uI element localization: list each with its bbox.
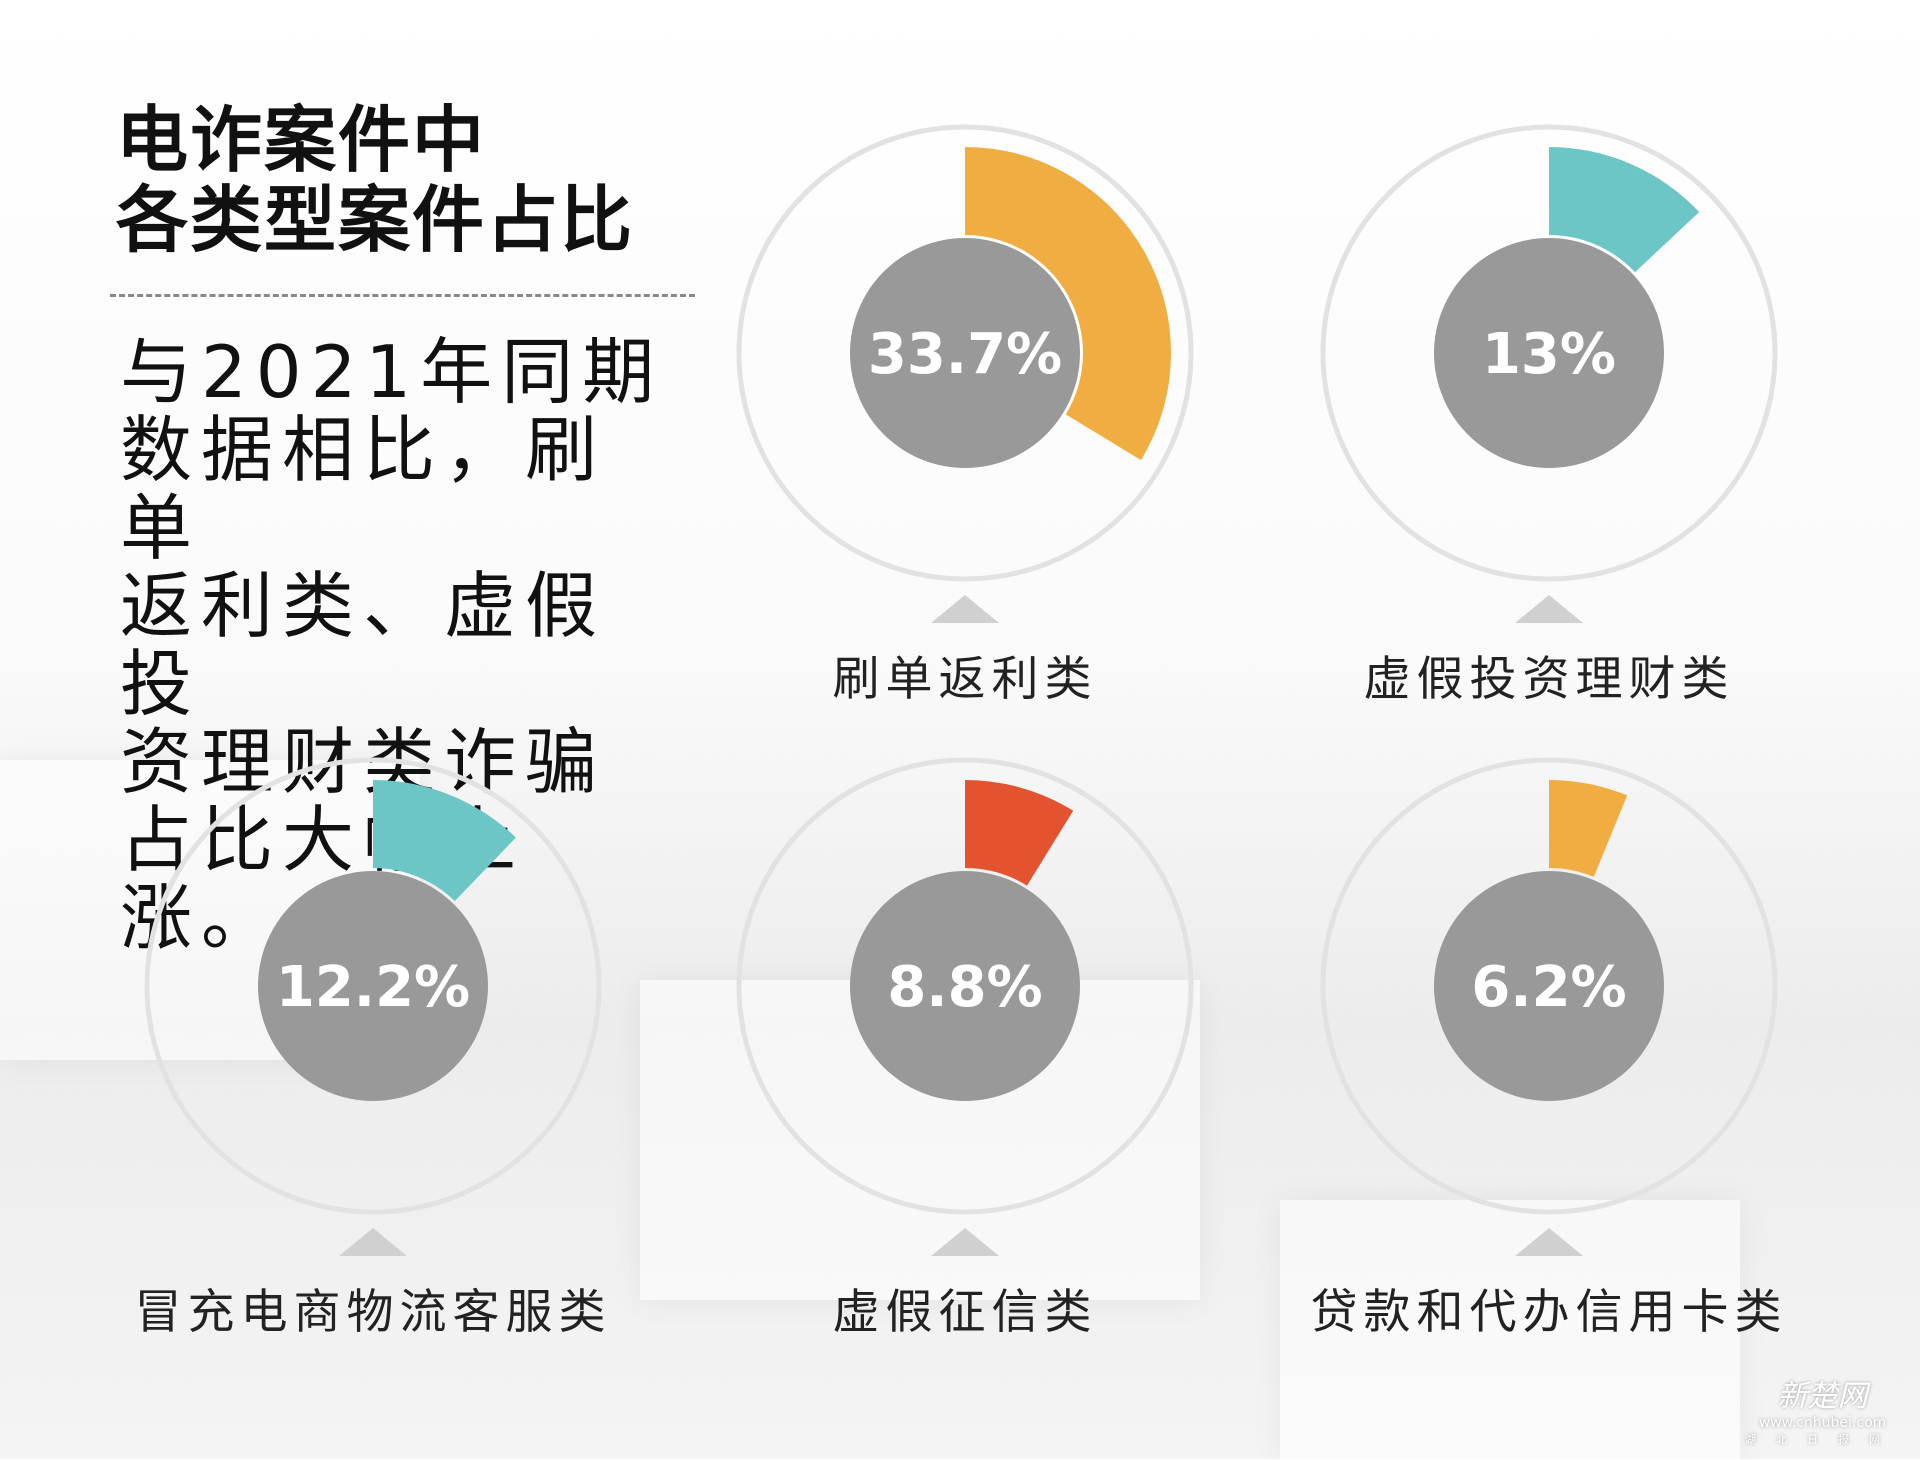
- category-label: 刷单返利类: [833, 652, 1098, 707]
- arc-segment: [965, 780, 1074, 886]
- pointer-triangle: [339, 1228, 407, 1256]
- category-label: 虚假投资理财类: [1364, 652, 1735, 707]
- paragraph-line: 与2021年同期: [120, 330, 664, 414]
- center-disc: [850, 871, 1080, 1101]
- outer-ring: [736, 124, 1194, 582]
- bg-square: [1280, 1200, 1740, 1460]
- pointer-triangle: [1515, 1228, 1583, 1256]
- watermark-name: 新楚网: [1777, 1379, 1868, 1414]
- percent-label: 6.2%: [1471, 955, 1626, 1020]
- watermark-url: www.cnhubei.com: [1758, 1415, 1887, 1431]
- percent-label: 33.7%: [868, 322, 1062, 387]
- outer-ring: [1320, 124, 1778, 582]
- pointer-triangle: [931, 595, 999, 623]
- title-line: 电诈案件中: [116, 98, 487, 182]
- paragraph-line: 数据相比，刷单: [120, 408, 607, 570]
- paragraph-line: 返利类、虚假投: [120, 564, 607, 726]
- outer-ring: [1320, 757, 1778, 1215]
- arc-segment: [1549, 780, 1628, 877]
- arc-segment: [1549, 147, 1700, 273]
- category-label: 冒充电商物流客服类: [135, 1285, 612, 1340]
- arc-segment: [373, 780, 516, 902]
- percent-label: 12.2%: [276, 955, 470, 1020]
- percent-label: 13%: [1482, 322, 1616, 387]
- center-disc: [1434, 871, 1664, 1101]
- pointer-triangle: [931, 1228, 999, 1256]
- arc-segment: [965, 147, 1172, 461]
- watermark-sub: 湖北日报网: [1745, 1433, 1900, 1446]
- percent-label: 8.8%: [887, 955, 1042, 1020]
- category-label: 虚假征信类: [833, 1285, 1098, 1340]
- summary-paragraph: 与2021年同期 数据相比，刷单 返利类、虚假投 资理财类诈骗 占比大幅上涨。: [120, 333, 680, 957]
- center-disc: [258, 871, 488, 1101]
- watermark-logo: 新楚网 www.cnhubei.com 湖北日报网: [1745, 1371, 1900, 1447]
- center-disc: [1434, 238, 1664, 468]
- page-title: 电诈案件中 各类型案件占比: [116, 100, 634, 260]
- title-line: 各类型案件占比: [116, 178, 635, 262]
- dashed-divider: [110, 294, 695, 297]
- outer-ring: [736, 757, 1194, 1215]
- center-disc: [850, 238, 1080, 468]
- pointer-triangle: [1515, 595, 1583, 623]
- outer-ring: [144, 757, 602, 1215]
- category-label: 贷款和代办信用卡类: [1311, 1285, 1788, 1340]
